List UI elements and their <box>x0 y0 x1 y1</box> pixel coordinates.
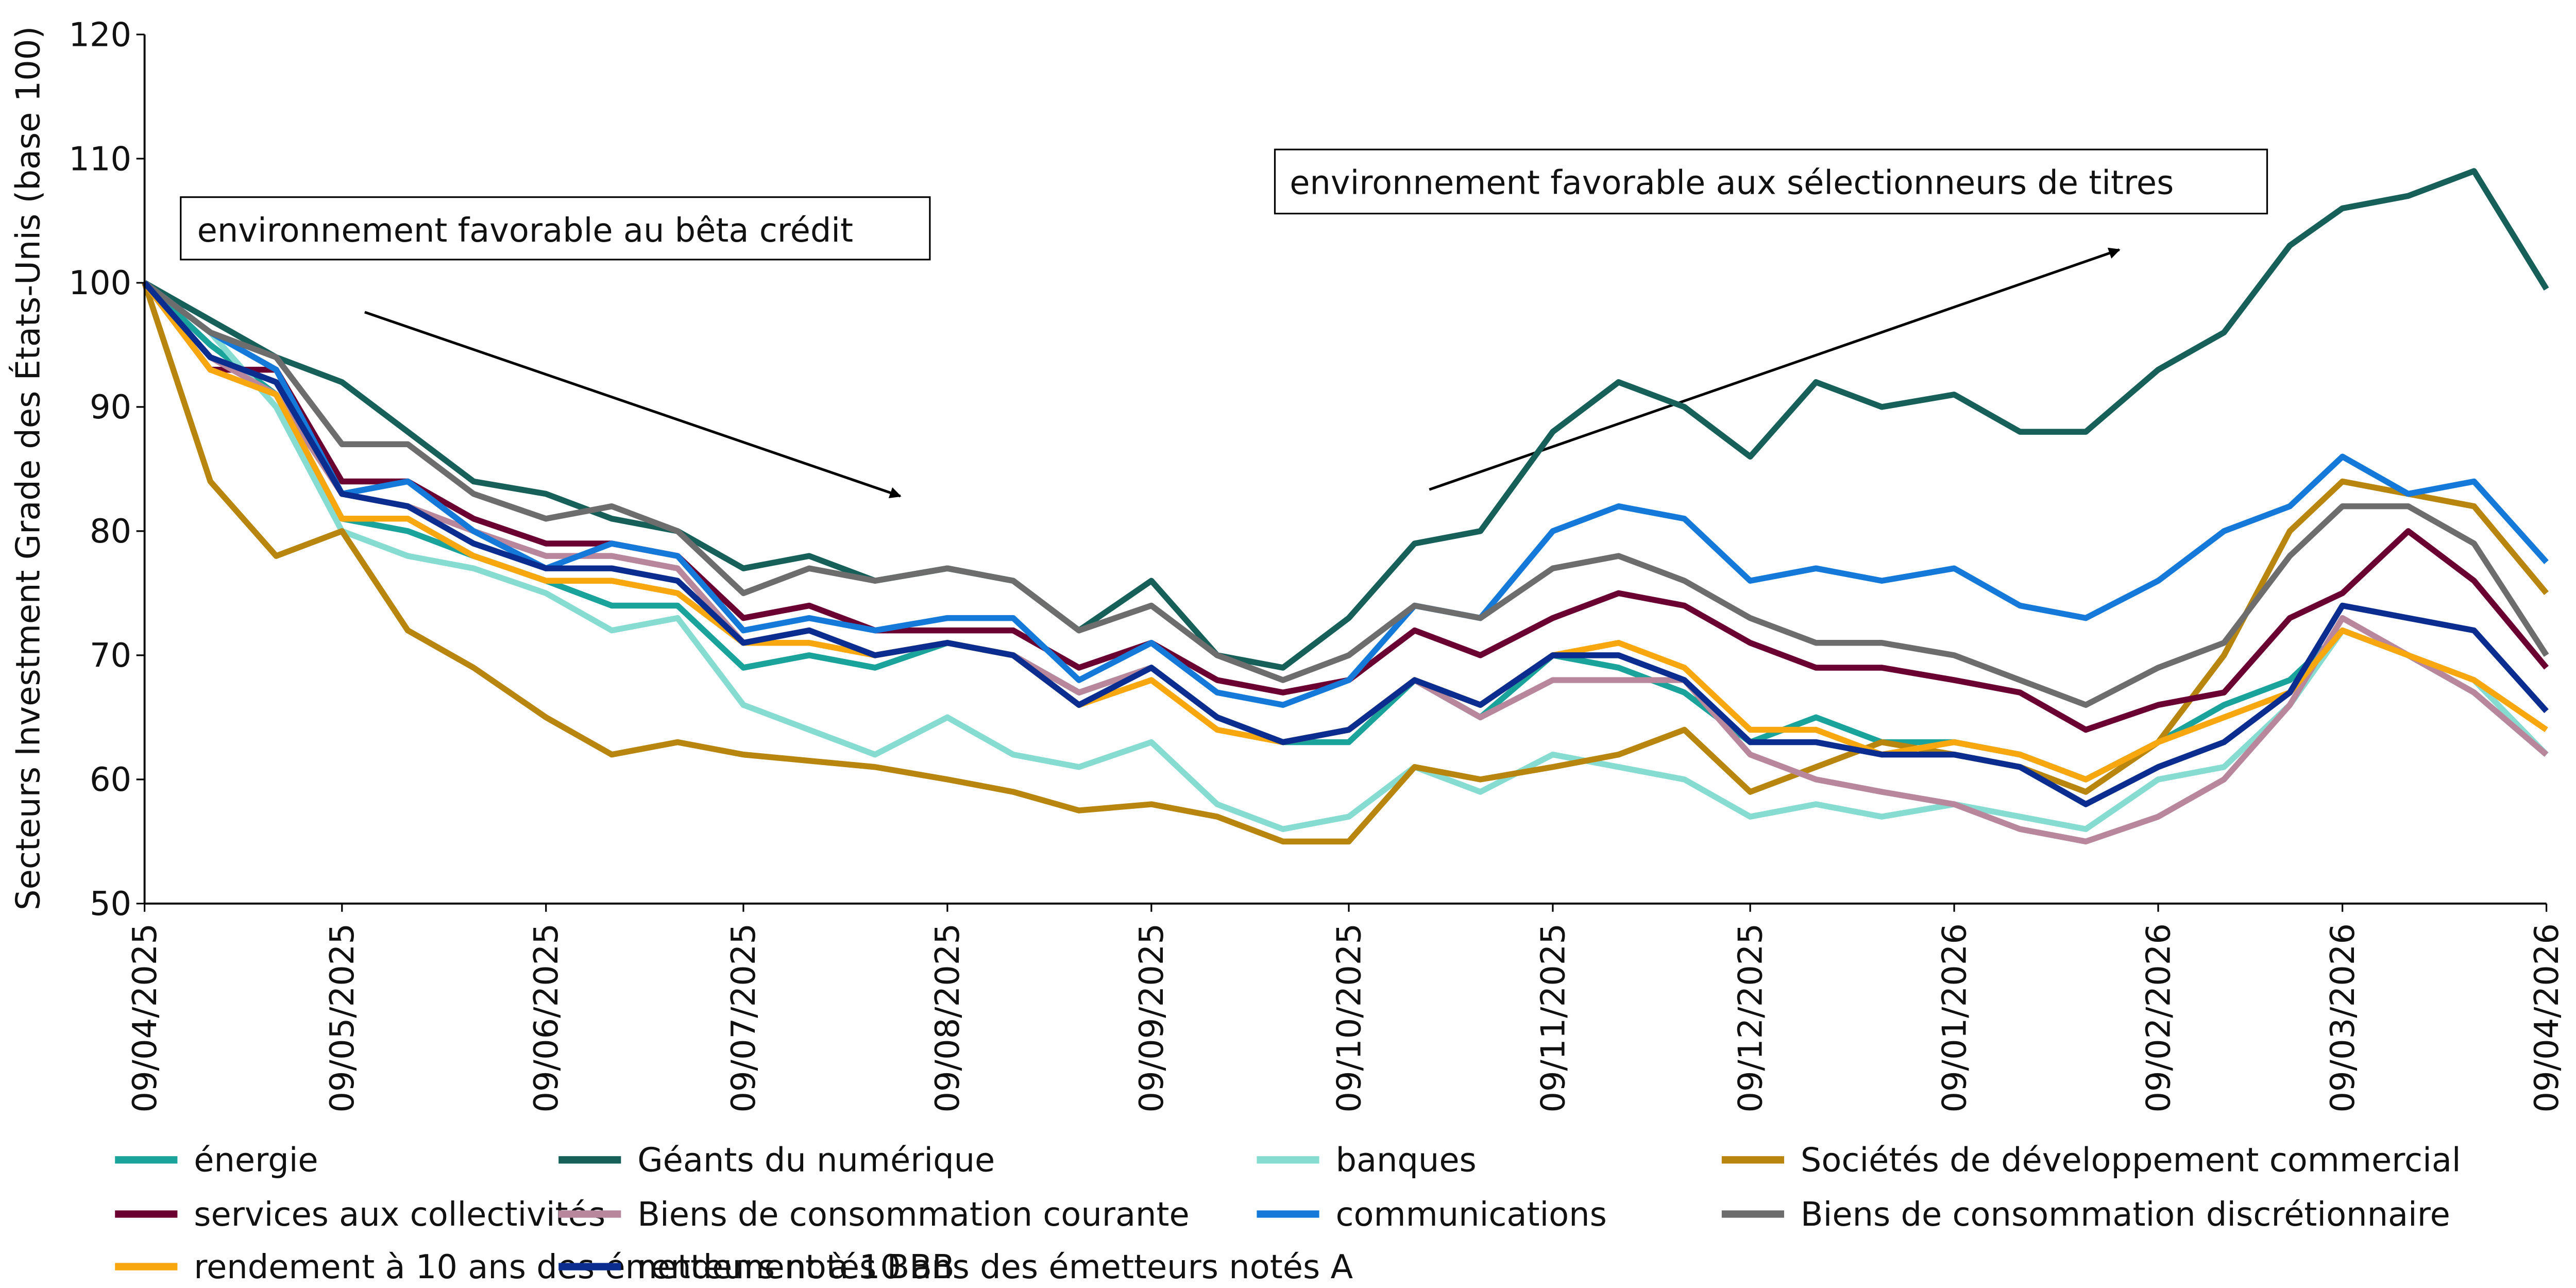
legend-label: Biens de consommation courante <box>637 1196 1189 1234</box>
y-tick-label: 100 <box>69 264 131 302</box>
series-line <box>143 280 2549 708</box>
x-tick-label: 09/09/2025 <box>1133 923 1171 1113</box>
x-tick-label: 09/06/2025 <box>528 923 566 1113</box>
legend-label: Biens de consommation discrétionnaire <box>1801 1196 2450 1234</box>
x-tick-label: 09/07/2025 <box>725 923 763 1113</box>
y-tick-label: 60 <box>90 761 131 799</box>
legend-label: énergie <box>194 1142 318 1180</box>
y-tick-label: 80 <box>90 513 131 551</box>
arrow <box>1429 247 2121 491</box>
plot-area <box>142 168 2549 845</box>
series-line <box>142 281 2549 807</box>
x-tick-label: 09/05/2025 <box>324 923 362 1113</box>
y-axis-title: Secteurs Investment Grade des États-Unis… <box>9 26 48 910</box>
series-line <box>143 168 2549 671</box>
legend-label: Sociétés de développement commercial <box>1801 1142 2461 1180</box>
legend-label: services aux collectivités <box>194 1196 605 1234</box>
annotation: environnement favorable au bêta crédit <box>197 212 853 250</box>
legend-label: banques <box>1335 1142 1476 1180</box>
annotation-box <box>1274 148 2268 215</box>
arrow <box>364 311 902 499</box>
x-tick-label: 09/12/2025 <box>1732 923 1770 1113</box>
x-tick-label: 09/10/2025 <box>1330 923 1368 1113</box>
x-tick-label: 09/08/2025 <box>929 923 967 1113</box>
x-tick-label: 09/02/2026 <box>2140 923 2178 1113</box>
y-tick-label: 50 <box>90 885 131 923</box>
series-line <box>143 280 2549 832</box>
legend-label: Géants du numérique <box>637 1142 995 1180</box>
y-tick-label: 110 <box>69 140 131 178</box>
x-tick-label: 09/01/2026 <box>1936 923 1974 1113</box>
x-tick-label: 09/04/2025 <box>126 923 164 1113</box>
x-tick-label: 09/11/2025 <box>1534 923 1572 1113</box>
x-tick-label: 09/03/2026 <box>2324 923 2362 1113</box>
annotation: environnement favorable aux sélectionneu… <box>1290 164 2174 202</box>
y-tick-label: 120 <box>69 16 131 54</box>
x-tick-label: 09/04/2026 <box>2528 923 2566 1113</box>
legend-label: rendement à 10 ans des émetteurs notés A <box>637 1248 1353 1286</box>
y-tick-label: 90 <box>90 388 131 427</box>
legend-label: communications <box>1335 1196 1606 1234</box>
series-line <box>143 280 2549 708</box>
y-tick-label: 70 <box>90 637 131 675</box>
annotation-box <box>180 196 931 261</box>
